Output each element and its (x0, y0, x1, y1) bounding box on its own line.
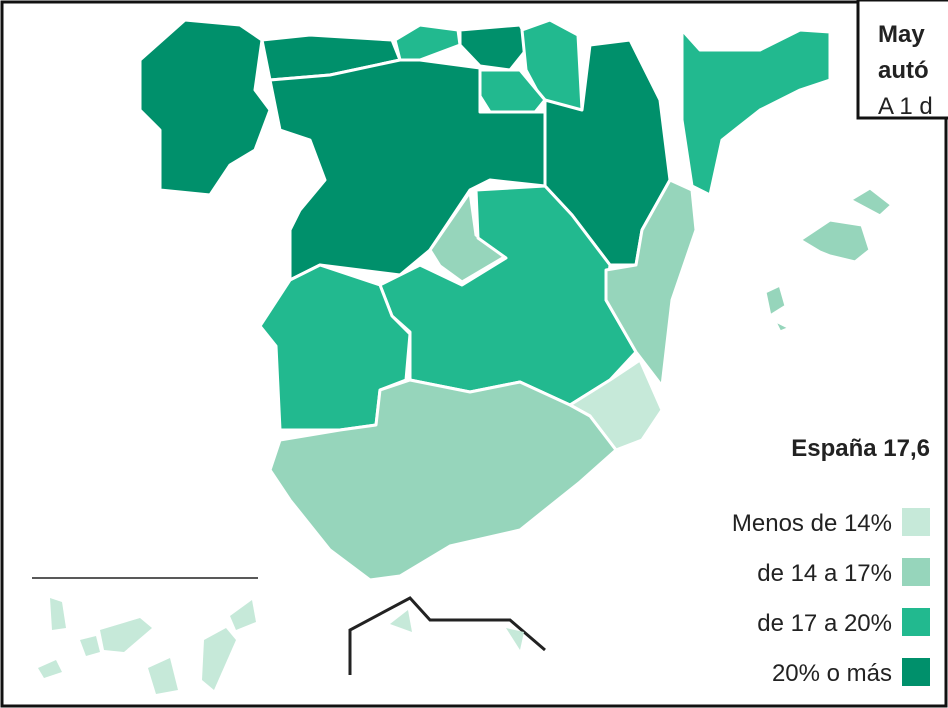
ceuta-melilla-frame (348, 596, 546, 675)
legend: Menos de 14% de 14 a 17% de 17 a 20% 20% o … (732, 508, 930, 687)
mallorca (798, 218, 872, 264)
island (50, 598, 66, 630)
island (202, 628, 236, 690)
island (148, 658, 178, 694)
regions (138, 18, 894, 582)
galicia (138, 18, 272, 197)
legend-swatch (902, 558, 930, 586)
andalucia (268, 378, 618, 582)
island (100, 618, 152, 652)
legend-title: España 17,6 (791, 435, 930, 462)
canarias (38, 598, 256, 694)
title-line: autó (878, 57, 929, 84)
formentera (772, 318, 792, 334)
valencia (604, 178, 698, 388)
menorca (848, 186, 894, 218)
legend-label: de 14 a 17% (757, 560, 892, 587)
island (80, 636, 100, 656)
legend-swatch (902, 508, 930, 536)
island (230, 600, 256, 630)
legend-label: 20% o más (772, 660, 892, 687)
legend-label: de 17 a 20% (757, 610, 892, 637)
island (38, 660, 62, 678)
legend-label: Menos de 14% (732, 510, 892, 537)
ibiza (763, 283, 788, 318)
title-line: May (878, 21, 925, 48)
cataluna (680, 28, 832, 197)
melilla (506, 628, 524, 650)
legend-swatch (902, 608, 930, 636)
ceuta (390, 610, 412, 632)
title-line: A 1 d (878, 93, 933, 120)
title-box (856, 0, 948, 120)
legend-swatch (902, 658, 930, 686)
